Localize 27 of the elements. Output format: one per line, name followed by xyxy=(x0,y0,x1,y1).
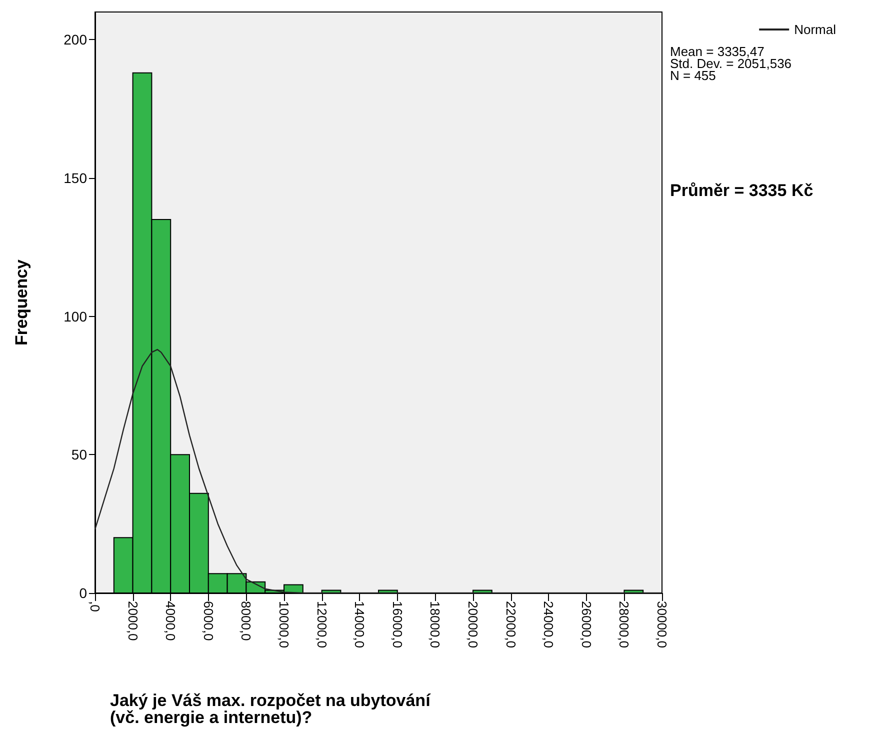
y-tick-label: 50 xyxy=(71,446,88,463)
text: N = 455 xyxy=(670,68,716,83)
x-axis-title: Jaký je Váš max. rozpočet na ubytování (vč. energie a internetu)? xyxy=(110,691,436,727)
x-tick-label: 14000,0 xyxy=(352,601,368,648)
x-tick-label: 22000,0 xyxy=(503,601,518,648)
x-tick-label: 10000,0 xyxy=(276,601,292,648)
x-tick-label: 28000,0 xyxy=(616,601,632,648)
x-tick-label: 4000,0 xyxy=(163,601,178,641)
y-tick-label: 0 xyxy=(79,585,88,601)
y-tick-label: 100 xyxy=(64,308,88,324)
x-tick-label: 2000,0 xyxy=(125,601,140,641)
y-tick-label: 150 xyxy=(64,170,88,186)
y-axis-title: Frequency xyxy=(12,258,31,346)
x-tick-label: 8000,0 xyxy=(238,601,254,641)
text: Mean = 3335,47 xyxy=(670,44,764,59)
x-tick-label: 18000,0 xyxy=(428,601,443,648)
x-tick-label: 30000,0 xyxy=(654,601,670,648)
text: Průměr = 3335 Kč xyxy=(670,181,814,200)
x-tick-label: 24000,0 xyxy=(541,601,556,648)
x-tick-label: 16000,0 xyxy=(390,601,405,648)
x-tick-label: 26000,0 xyxy=(578,601,594,648)
y-tick-label: 200 xyxy=(64,32,88,48)
x-tick-label: 6000,0 xyxy=(200,601,216,641)
x-tick-label: 20000,0 xyxy=(466,601,480,648)
x-tick-label: 12000,0 xyxy=(314,601,330,648)
x-tick-label: ,0 xyxy=(88,601,102,612)
legend-label: Normal xyxy=(794,22,836,37)
